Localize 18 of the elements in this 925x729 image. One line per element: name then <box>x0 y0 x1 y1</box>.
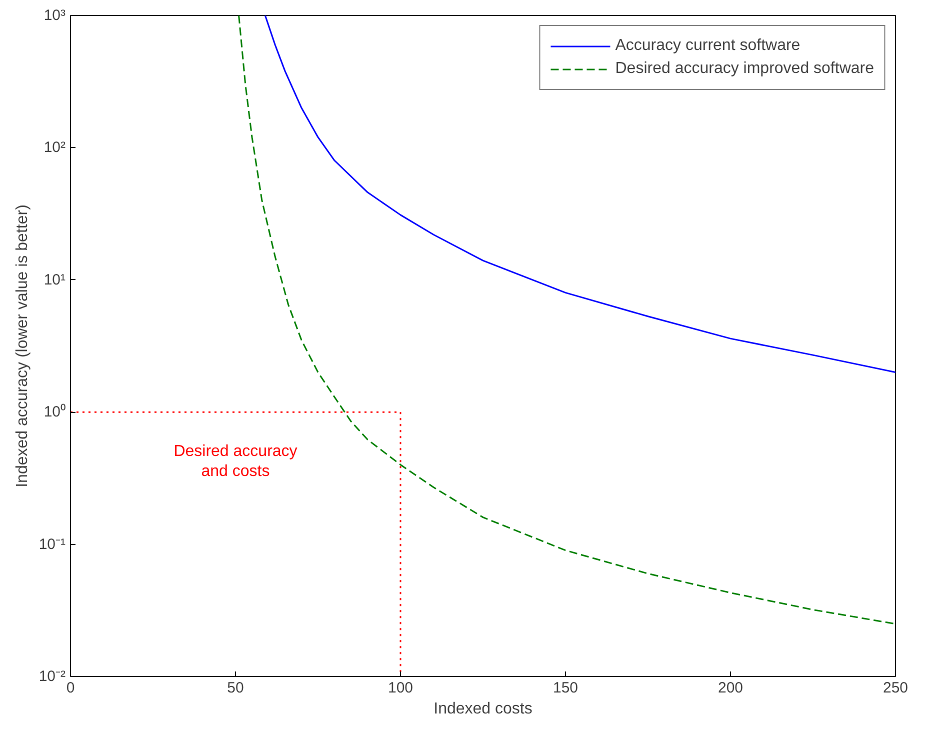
x-tick-label: 150 <box>552 680 578 696</box>
y-tick-label: 10² <box>44 139 66 156</box>
x-axis-title: Indexed costs <box>434 700 532 718</box>
y-tick-label: 10⁻² <box>38 668 66 685</box>
x-tick-label: 50 <box>227 680 244 696</box>
y-tick-label: 10³ <box>44 7 66 24</box>
y-axis-title: Indexed accuracy (lower value is better) <box>14 204 31 488</box>
y-tick-label: 10¹ <box>44 271 66 288</box>
x-tick-label: 250 <box>882 680 908 696</box>
x-tick-label: 200 <box>718 680 744 696</box>
line-series <box>264 16 896 374</box>
y-tick-label: 10⁰ <box>44 404 66 421</box>
y-tick-label: 10⁻¹ <box>38 536 66 553</box>
legend-label: Desired accuracy improved software <box>615 60 874 78</box>
x-tick-label: 100 <box>388 680 414 696</box>
x-tick-label: 0 <box>66 680 75 696</box>
legend-label: Accuracy current software <box>615 37 800 55</box>
annotation: Desired accuracy and costs <box>174 442 298 480</box>
